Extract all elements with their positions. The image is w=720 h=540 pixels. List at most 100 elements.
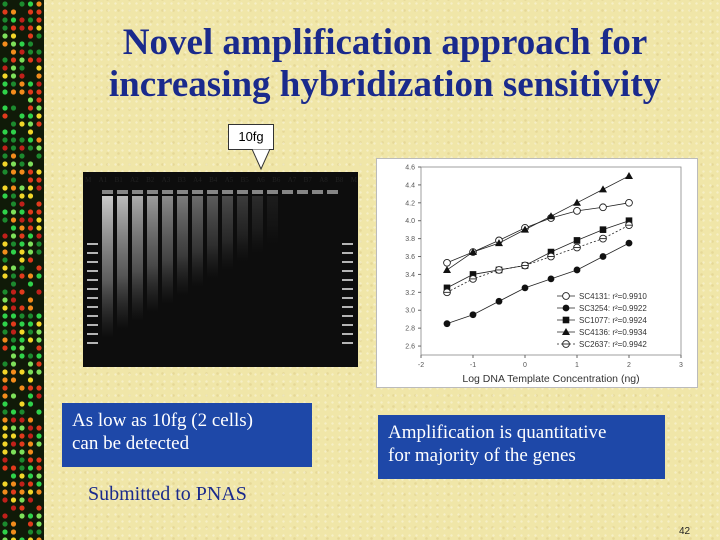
array-spot: [36, 121, 42, 127]
array-spot: [27, 145, 34, 151]
array-spot: [36, 425, 42, 431]
array-spot: [27, 209, 34, 215]
chart-container: 2.6 2.8 3.0 3.2 3.4 3.6 3.8 4.0 4.2 4.4 4.6 -2 -1 0 1 2…: [376, 158, 698, 388]
array-spot: [27, 377, 34, 383]
data-point: [521, 225, 529, 233]
array-spot: [2, 401, 8, 407]
array-spot: [27, 137, 34, 143]
array-spot: [2, 209, 8, 215]
slide-title-line1: Novel amplification approach for: [122, 22, 648, 63]
gel-smear: [147, 196, 158, 313]
array-spot: [19, 537, 25, 540]
array-spot: [19, 169, 25, 175]
array-spot: [27, 521, 34, 527]
marker-band: [342, 297, 353, 299]
array-spot: [10, 505, 17, 511]
array-spot: [2, 17, 8, 23]
array-spot: [10, 225, 17, 231]
array-spot: [19, 409, 25, 415]
array-spot: [2, 113, 8, 119]
array-spot: [36, 385, 42, 391]
array-spot: [27, 129, 34, 135]
array-spot: [2, 193, 8, 199]
gel-lane-label: A1: [98, 176, 108, 184]
array-spot: [19, 313, 25, 319]
array-spot: [36, 465, 42, 471]
array-spot: [10, 169, 17, 175]
array-spot: [36, 329, 42, 335]
gel-smear: [132, 196, 143, 321]
data-point: [495, 239, 503, 247]
submitted-note: Submitted to PNAS: [88, 483, 247, 505]
data-point: [443, 258, 451, 267]
gel-smear: [252, 196, 263, 253]
array-spot: [36, 49, 42, 55]
array-spot: [27, 369, 34, 375]
marker-band: [342, 342, 353, 344]
marker-band: [342, 333, 353, 335]
array-spot: [36, 105, 42, 111]
array-spot: [2, 369, 8, 375]
array-spot: [2, 481, 8, 487]
array-spot: [10, 409, 17, 415]
marker-band: [87, 297, 98, 299]
array-spot: [10, 321, 17, 327]
gel-lane-label: B5: [240, 176, 249, 184]
series-line: [446, 242, 630, 325]
array-spot: [10, 441, 17, 447]
gel-smear: [192, 196, 203, 287]
array-spot: [2, 433, 8, 439]
array-spot: [36, 265, 42, 271]
array-spot: [27, 529, 34, 535]
x-tick-label: 0: [523, 362, 527, 369]
array-spot: [10, 129, 17, 135]
array-spot: [27, 473, 34, 479]
array-spot: [27, 425, 34, 431]
array-spot: [19, 185, 25, 191]
gel-lane-label: A3: [161, 176, 171, 184]
array-spot: [27, 441, 34, 447]
array-spot: [36, 17, 42, 23]
data-point: [562, 316, 570, 324]
array-spot: [10, 473, 17, 479]
array-spot: [19, 353, 25, 359]
array-spot: [2, 161, 8, 167]
y-tick-label: 3.0: [405, 308, 415, 315]
array-spot: [2, 521, 8, 527]
gel-lane-label: M: [85, 176, 92, 184]
array-spot: [19, 369, 25, 375]
array-spot: [2, 345, 8, 351]
array-spot: [2, 337, 8, 343]
marker-band: [342, 306, 353, 308]
y-tick-label: 3.2: [405, 290, 415, 297]
data-point: [521, 261, 529, 270]
array-spot: [10, 329, 17, 335]
array-spot: [10, 465, 17, 471]
array-spot: [19, 1, 25, 7]
array-spot: [10, 145, 17, 151]
array-spot: [2, 145, 8, 151]
array-spot: [10, 73, 17, 79]
array-spot: [10, 41, 17, 47]
array-spot: [2, 537, 8, 540]
array-spot: [2, 81, 8, 87]
array-spot: [10, 489, 17, 495]
array-spot: [10, 121, 17, 127]
array-spot: [36, 1, 42, 7]
array-spot: [19, 305, 25, 311]
slide-title-line2: increasing hybridization sensitivity: [108, 64, 662, 105]
gel-smear: [267, 196, 278, 245]
array-spot: [36, 145, 42, 151]
marker-band: [87, 315, 98, 317]
array-spot: [10, 345, 17, 351]
marker-band: [342, 252, 353, 254]
marker-band: [342, 279, 353, 281]
array-spot: [36, 177, 42, 183]
array-spot: [10, 353, 17, 359]
array-spot: [10, 537, 17, 540]
array-spot: [27, 57, 34, 63]
x-tick-label: -2: [418, 362, 424, 369]
sensitivity-text-box: As low as 10fg (2 cells) can be detected: [62, 403, 312, 467]
series-line: [446, 220, 630, 289]
array-spot: [10, 521, 17, 527]
